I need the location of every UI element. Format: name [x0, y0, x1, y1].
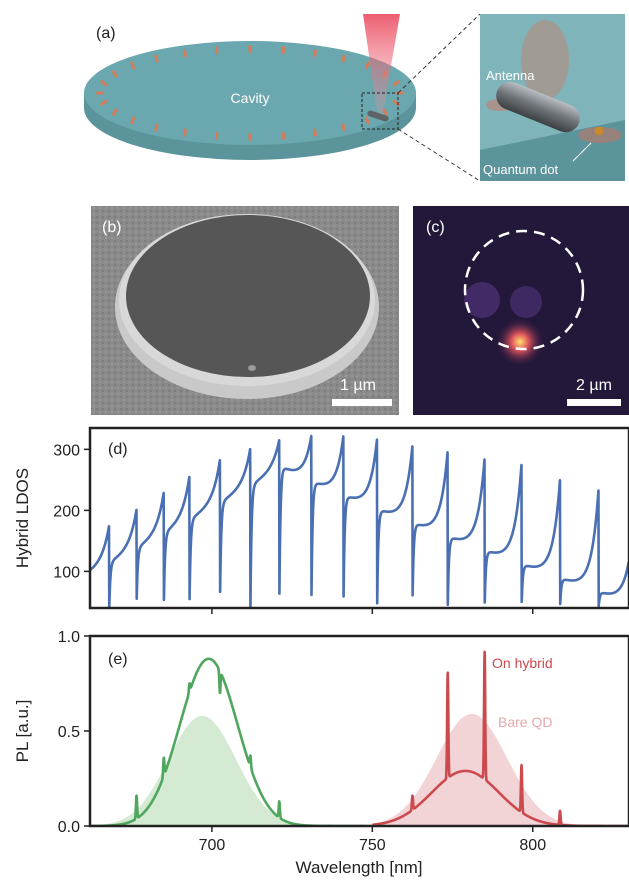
xtick-label: 750 [359, 837, 386, 854]
antenna-rod [496, 81, 580, 133]
ytick-label: 1.0 [58, 629, 80, 646]
panel-d-ylabel: Hybrid LDOS [13, 468, 32, 568]
mode-lobe [313, 49, 317, 58]
panel-d-label: (d) [108, 441, 128, 458]
mode-lobe [96, 91, 104, 95]
ytick-label: 0.0 [58, 819, 80, 836]
mode-lobe [112, 108, 118, 116]
xtick-label: 700 [199, 837, 226, 854]
panel-e: 0.0 0.5 1.0 700 750 800 (e) On hybrid Bare QD… [13, 629, 629, 877]
ytick-label: 300 [53, 442, 80, 459]
mode-lobe [183, 49, 187, 58]
mode-lobe [214, 46, 219, 55]
ytick-label: 100 [53, 564, 80, 581]
mode-lobe [130, 116, 136, 125]
mode-lobe [248, 133, 252, 141]
mode-lobe [364, 116, 370, 125]
zoom-box [361, 92, 399, 130]
red-bare-qd-area [90, 713, 629, 826]
panel-d-ticks: 100 200 300 [53, 442, 534, 614]
panel-e-frame [88, 634, 629, 828]
panel-c-label: (c) [426, 219, 445, 236]
bare-qd-label: Bare QD [498, 714, 552, 730]
ytick-label: 200 [53, 503, 80, 520]
mode-lobe [100, 99, 108, 106]
antenna-small [367, 110, 389, 122]
zoom-line-top [397, 13, 481, 94]
mode-lobe [214, 131, 219, 140]
mode-lobe [392, 80, 400, 87]
panel-b: (b) 1 µm [91, 206, 399, 415]
panel-d-frame [88, 426, 629, 610]
mode-lobe [154, 123, 159, 132]
pl-spot-faint-1 [464, 282, 500, 318]
zoom-line-bottom [397, 128, 481, 182]
quantum-dot-label: Quantum dot [483, 162, 559, 177]
panel-a: (a) Cavity Antenna Quantum dot [84, 13, 625, 182]
panel-b-scalebar-label: 1 µm [340, 377, 376, 394]
xtick-label: 800 [519, 837, 546, 854]
sem-antenna [248, 365, 256, 371]
panel-e-label: (e) [108, 651, 128, 668]
mode-lobe [313, 128, 317, 137]
mode-lobe [183, 128, 187, 137]
mode-lobe [154, 54, 159, 63]
mode-lobe [248, 45, 252, 53]
panel-c-scalebar-label: 2 µm [576, 377, 612, 394]
panel-b-label: (b) [102, 219, 122, 236]
mode-lobe [100, 80, 108, 87]
mode-lobe [281, 46, 286, 55]
laser-beam [363, 14, 400, 118]
antenna-body [496, 81, 580, 133]
quantum-dot [594, 126, 604, 136]
panel-e-ylabel: PL [a.u.] [13, 700, 32, 763]
cavity-label: Cavity [231, 90, 270, 106]
inset-disk-edge [480, 120, 625, 181]
ytick-label: 0.5 [58, 724, 80, 741]
panel-b-scalebar [332, 399, 392, 406]
sem-disk-top [126, 215, 370, 377]
panel-c-scalebar [567, 399, 621, 406]
inset-zoom: Antenna Quantum dot [480, 14, 625, 181]
panel-e-xlabel: Wavelength [nm] [296, 858, 423, 877]
ldos-series-line [90, 434, 629, 608]
panel-d: 100 200 300 (d) Hybrid LDOS [13, 426, 629, 614]
mode-lobe [130, 61, 136, 70]
on-hybrid-label: On hybrid [492, 655, 553, 671]
mode-lobe [364, 61, 370, 70]
pl-bright-spot [496, 318, 544, 366]
panel-a-label: (a) [96, 25, 116, 42]
panel-c: (c) 2 µm [413, 206, 629, 415]
mode-lobe [341, 123, 346, 132]
cavity-disk [84, 41, 416, 145]
mode-lobe [341, 54, 346, 63]
pl-spot-faint-2 [510, 286, 542, 318]
mode-lobe [281, 131, 286, 140]
mode-lobe [382, 108, 388, 116]
green-bare-qd-area [90, 715, 629, 826]
qd-pointer [572, 142, 592, 162]
mode-lobe [112, 70, 118, 78]
inset-laser-glow [521, 20, 569, 100]
cavity-outline-dashed [463, 229, 585, 351]
antenna-label: Antenna [486, 68, 535, 83]
panel-e-ticks: 0.0 0.5 1.0 700 750 800 [58, 629, 546, 854]
